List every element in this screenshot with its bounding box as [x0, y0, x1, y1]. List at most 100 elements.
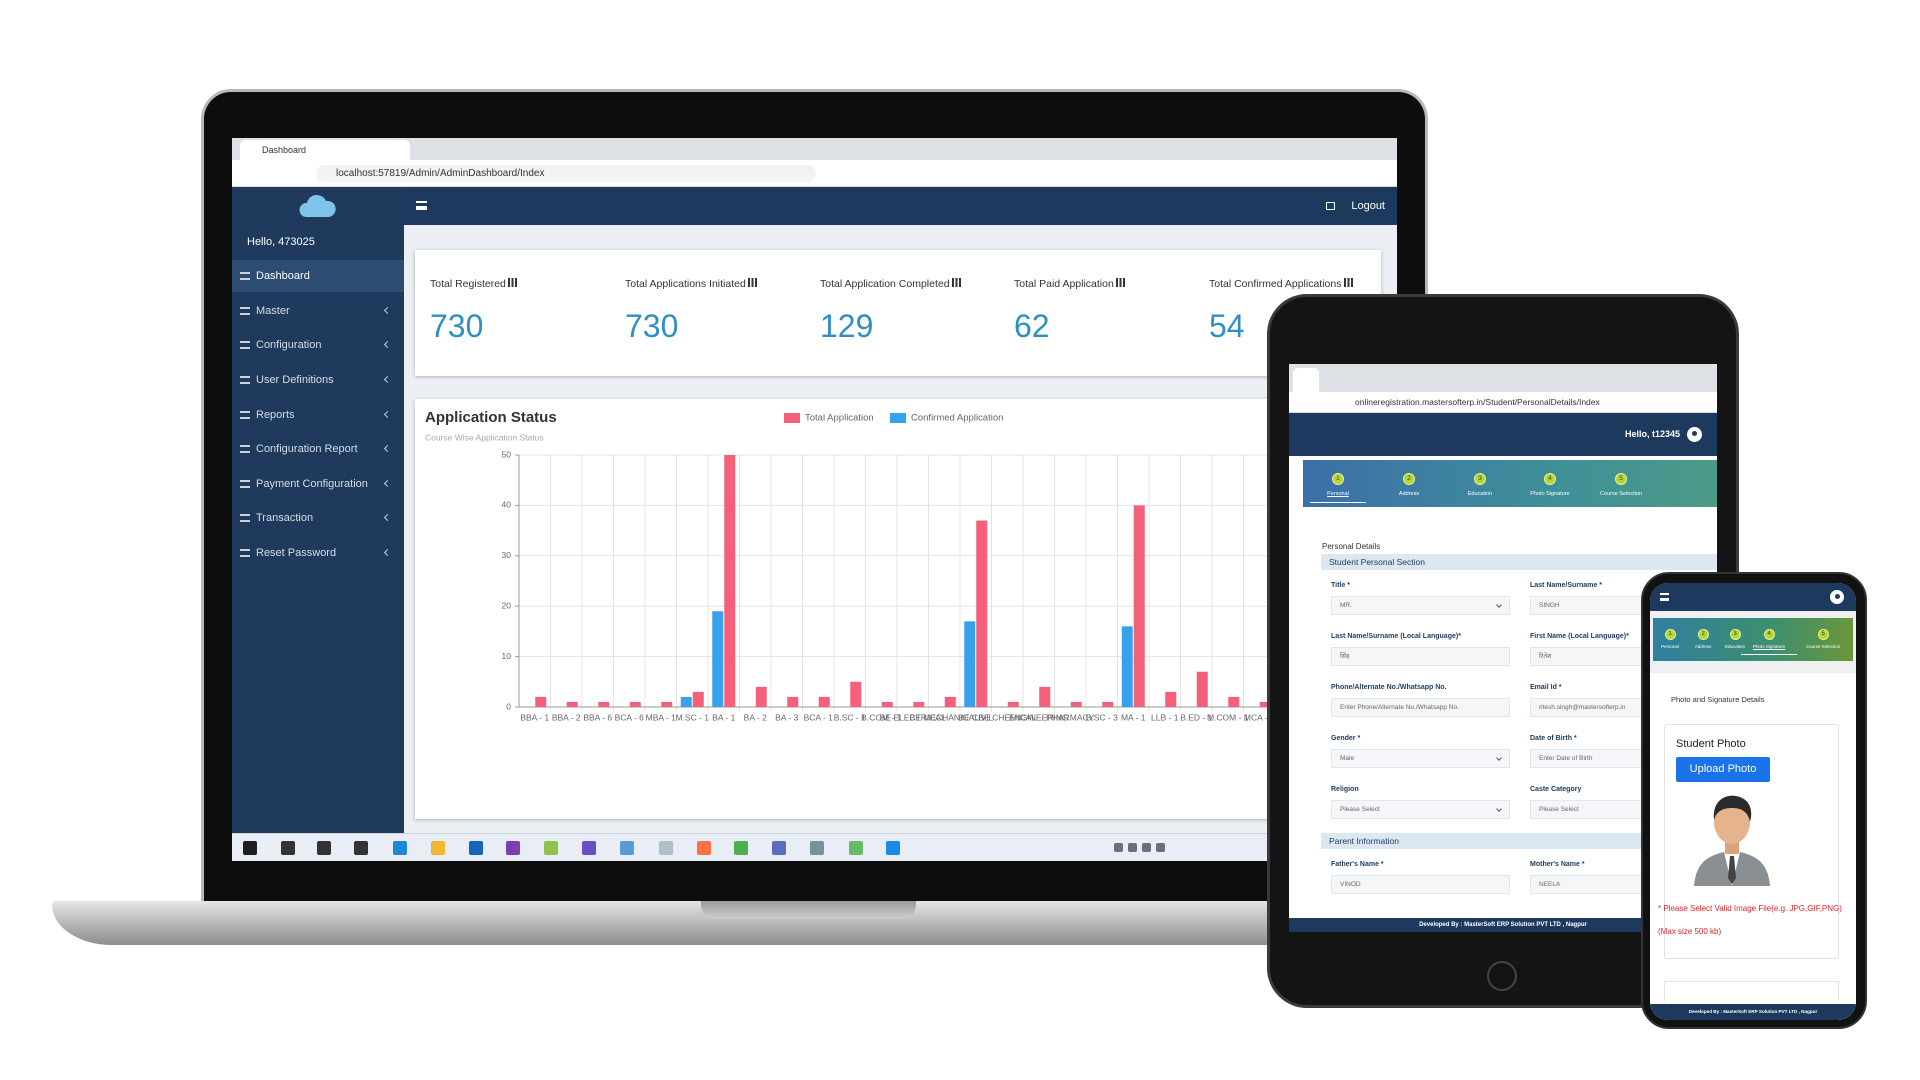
- menu-chevron: [383, 306, 392, 315]
- field-input[interactable]: Male: [1331, 749, 1510, 768]
- laptop-screen: Dashboard localhost:57819/Admin/AdminDas…: [232, 138, 1397, 861]
- stat-icon: [1343, 278, 1353, 287]
- bar: [1196, 671, 1208, 707]
- avatar[interactable]: [1687, 427, 1702, 442]
- chart-title: Application Status: [425, 409, 557, 426]
- stat-value: 730: [625, 308, 679, 344]
- menu-icon: [240, 445, 250, 453]
- menu-item[interactable]: Dashboard: [232, 260, 404, 292]
- step-circle[interactable]: 2: [1697, 628, 1709, 640]
- step-label: Photo Signature: [1752, 644, 1786, 649]
- taskbar-icon[interactable]: [393, 841, 407, 855]
- bar: [881, 701, 893, 707]
- step-label: Course Selection: [1805, 644, 1841, 649]
- x-tick-label: M.SC - 1: [675, 712, 709, 722]
- bar: [976, 520, 988, 707]
- menu-item[interactable]: Configuration: [232, 329, 404, 361]
- menu-label: Configuration: [256, 339, 322, 351]
- step-circle[interactable]: 5: [1817, 628, 1829, 640]
- logout[interactable]: Logout: [1351, 200, 1385, 212]
- taskbar-icon[interactable]: [886, 841, 900, 855]
- menu-chevron: [383, 375, 392, 384]
- menu-item[interactable]: Payment Configuration: [232, 468, 404, 500]
- page-title: Personal Details: [1322, 542, 1381, 551]
- menu-toggle[interactable]: [416, 201, 427, 210]
- field-input[interactable]: Please Select: [1331, 800, 1510, 819]
- taskbar-icon[interactable]: [734, 841, 748, 855]
- menu-icon: [240, 514, 250, 522]
- card-title: Student Photo: [1676, 738, 1746, 750]
- taskbar-icon[interactable]: [317, 841, 331, 855]
- taskbar-icon[interactable]: [506, 841, 520, 855]
- bar: [1007, 701, 1019, 707]
- step-circle[interactable]: 3: [1474, 473, 1486, 485]
- step-circle[interactable]: 4: [1544, 473, 1556, 485]
- taskbar-icon[interactable]: [243, 841, 257, 855]
- menu-toggle[interactable]: [1660, 593, 1669, 601]
- bar: [1039, 686, 1051, 707]
- step-circle[interactable]: 1: [1332, 473, 1344, 485]
- bar: [680, 696, 692, 707]
- field-input[interactable]: सिंह: [1331, 647, 1510, 666]
- menu-item[interactable]: Master: [232, 295, 404, 327]
- menu-item[interactable]: Reset Password: [232, 537, 404, 569]
- logo: [299, 194, 336, 217]
- section-band: Student Personal Section: [1321, 554, 1717, 570]
- browser-tab[interactable]: Dashboard: [240, 140, 410, 160]
- taskbar-icon[interactable]: [772, 841, 786, 855]
- taskbar-icon[interactable]: [469, 841, 483, 855]
- field-label: Father's Name *: [1331, 861, 1384, 868]
- menu-chevron: [383, 410, 392, 419]
- field-input[interactable]: MR.: [1331, 596, 1510, 615]
- bar: [1165, 691, 1177, 707]
- x-tick-label: B.COM - 1: [861, 712, 901, 722]
- menu-label: Payment Configuration: [256, 478, 368, 490]
- step-circle[interactable]: 1: [1664, 628, 1676, 640]
- stat-label-text: Total Confirmed Applications: [1209, 278, 1342, 290]
- taskbar-icon[interactable]: [659, 841, 673, 855]
- menu-item[interactable]: Configuration Report: [232, 433, 404, 465]
- bar: [629, 701, 641, 707]
- step-circle[interactable]: 5: [1615, 473, 1627, 485]
- x-tick-label: BA - 2: [744, 712, 767, 722]
- footer: Developed By : MasterSoft ERP Solution P…: [1289, 918, 1717, 932]
- nav-bar: Hello, t12345: [1289, 413, 1717, 456]
- taskbar-icon[interactable]: [620, 841, 634, 855]
- avatar[interactable]: [1830, 590, 1844, 604]
- taskbar-icon[interactable]: [431, 841, 445, 855]
- url-field[interactable]: [316, 165, 816, 182]
- step-circle[interactable]: 4: [1763, 628, 1775, 640]
- legend-swatch: [890, 413, 906, 423]
- logout-icon: [1326, 202, 1335, 210]
- step-circle[interactable]: 3: [1729, 628, 1741, 640]
- x-tick-label: B.SC - 1: [834, 712, 866, 722]
- image-note: * Please Select Valid Image File(e.g. JP…: [1658, 904, 1842, 936]
- field-input[interactable]: VINOD: [1331, 875, 1510, 894]
- menu-label: Master: [256, 305, 290, 317]
- upload-button[interactable]: Upload Photo: [1676, 757, 1770, 782]
- laptop-notch: [701, 901, 916, 919]
- stat-label: Total Confirmed Applications: [1209, 278, 1353, 290]
- bar: [944, 696, 956, 707]
- taskbar-icon[interactable]: [544, 841, 558, 855]
- menu-item[interactable]: Reports: [232, 399, 404, 431]
- url: onlineregistration.mastersofterp.in/Stud…: [1355, 397, 1600, 407]
- browser-tab[interactable]: [1293, 368, 1319, 392]
- legend-label: Total Application: [805, 413, 874, 424]
- footer: Developed By : MasterSoft ERP Solution P…: [1650, 1004, 1856, 1020]
- field-input[interactable]: Enter Phone/Alternate No./Whatsapp No.: [1331, 698, 1510, 717]
- menu-item[interactable]: Transaction: [232, 502, 404, 534]
- taskbar-icon[interactable]: [849, 841, 863, 855]
- stat-label: Total Paid Application: [1014, 278, 1125, 290]
- menu-chevron: [383, 479, 392, 488]
- taskbar-icon[interactable]: [810, 841, 824, 855]
- taskbar-icon[interactable]: [582, 841, 596, 855]
- menu-item[interactable]: User Definitions: [232, 364, 404, 396]
- step-circle[interactable]: 2: [1403, 473, 1415, 485]
- x-tick-label: MBA - 1: [646, 712, 677, 722]
- taskbar-icon[interactable]: [354, 841, 368, 855]
- tablet-home-button[interactable]: [1487, 961, 1517, 991]
- taskbar-icon[interactable]: [281, 841, 295, 855]
- taskbar-icon[interactable]: [697, 841, 711, 855]
- chart-card: Application Status Course Wise Applicati…: [415, 399, 1381, 819]
